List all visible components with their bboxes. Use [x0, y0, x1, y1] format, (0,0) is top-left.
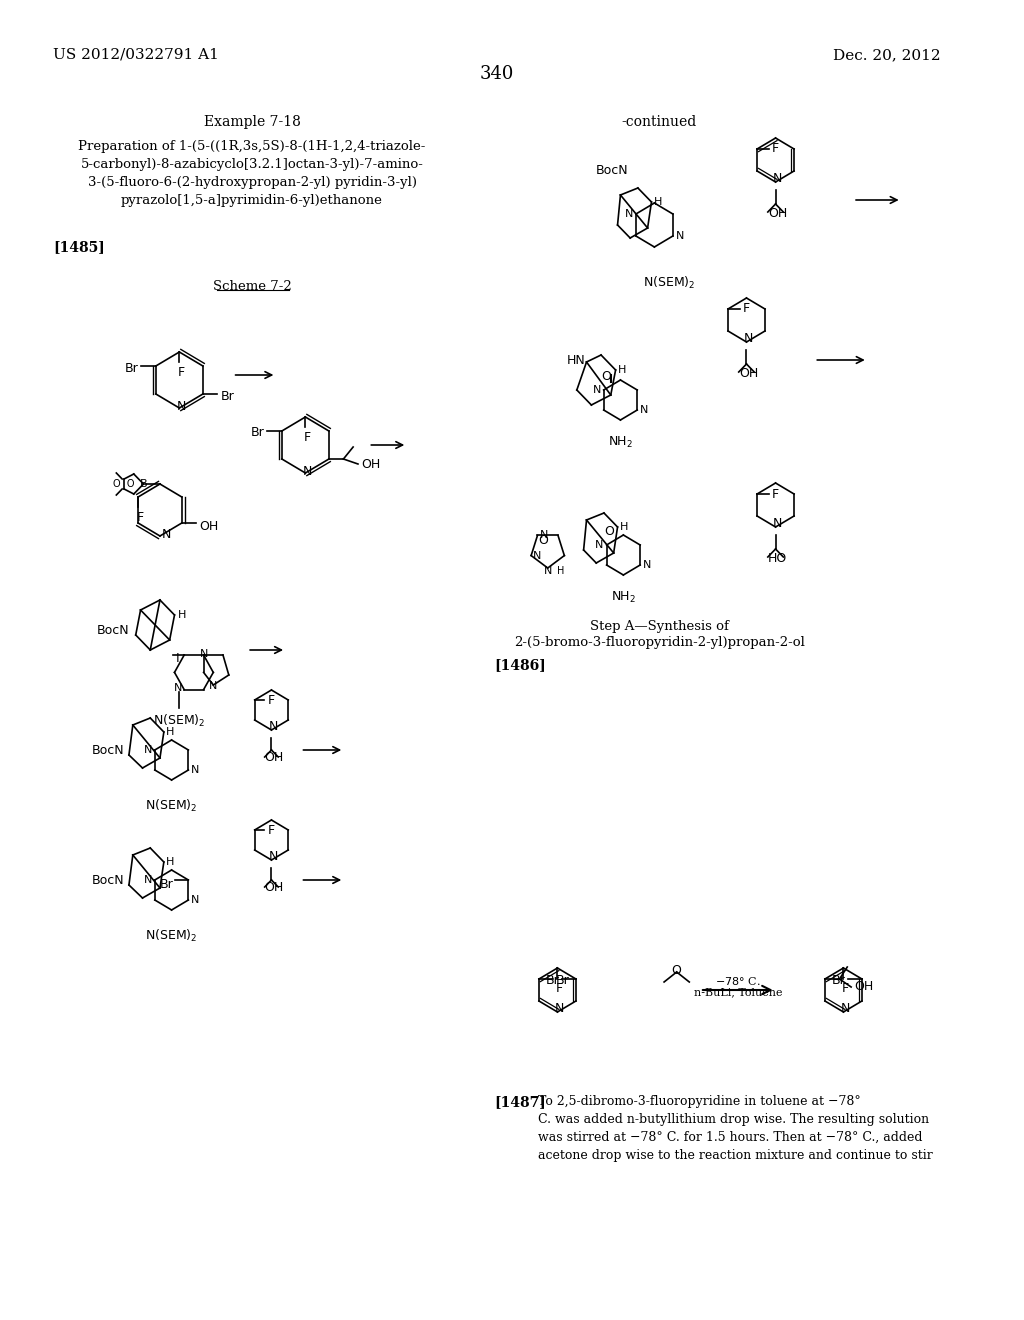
Text: N: N: [643, 560, 651, 570]
Text: N: N: [176, 400, 186, 413]
Text: N: N: [191, 895, 200, 906]
Text: Br: Br: [251, 426, 264, 440]
Text: H: H: [653, 197, 662, 207]
Text: F: F: [136, 511, 143, 524]
Text: N: N: [174, 682, 182, 693]
Text: HO: HO: [768, 552, 787, 565]
Text: N: N: [162, 528, 171, 541]
Text: OH: OH: [768, 207, 787, 220]
Text: BocN: BocN: [92, 874, 125, 887]
Text: N: N: [640, 405, 648, 414]
Text: N: N: [540, 531, 548, 540]
Text: [1487]: [1487]: [495, 1096, 546, 1109]
Text: N: N: [544, 566, 552, 576]
Text: N: N: [303, 465, 312, 478]
Text: O: O: [604, 525, 613, 539]
Text: I: I: [176, 652, 179, 664]
Text: Example 7-18: Example 7-18: [204, 115, 300, 129]
Text: Br: Br: [160, 879, 174, 891]
Text: F: F: [304, 432, 311, 444]
Text: N: N: [743, 333, 753, 345]
Text: OH: OH: [264, 751, 283, 764]
Text: O: O: [539, 533, 548, 546]
Text: H: H: [166, 727, 174, 737]
Text: n-BuLi, Toluene: n-BuLi, Toluene: [693, 987, 782, 997]
Text: N: N: [595, 540, 604, 550]
Text: N: N: [534, 550, 542, 561]
Text: F: F: [267, 824, 274, 837]
Text: Scheme 7-2: Scheme 7-2: [213, 280, 292, 293]
Text: F: F: [772, 143, 779, 156]
Text: N: N: [841, 1002, 850, 1015]
Text: HN: HN: [567, 354, 586, 367]
Text: N: N: [676, 231, 684, 242]
Text: B: B: [139, 479, 147, 488]
Text: NH$_2$: NH$_2$: [611, 590, 636, 605]
Text: OH: OH: [360, 458, 380, 470]
Text: [1485]: [1485]: [53, 240, 105, 253]
Text: F: F: [267, 693, 274, 706]
Text: N: N: [592, 385, 601, 395]
Text: Br: Br: [125, 362, 138, 375]
Text: F: F: [742, 302, 750, 315]
Text: Br: Br: [546, 974, 559, 987]
Text: OH: OH: [200, 520, 218, 532]
Text: N: N: [268, 719, 279, 733]
Text: N(SEM)$_2$: N(SEM)$_2$: [154, 713, 206, 729]
Text: F: F: [842, 982, 849, 995]
Text: N(SEM)$_2$: N(SEM)$_2$: [643, 275, 695, 292]
Text: Br: Br: [220, 389, 234, 403]
Text: O  O: O O: [114, 479, 135, 488]
Text: F: F: [178, 366, 185, 379]
Text: 340: 340: [479, 65, 514, 83]
Text: Preparation of 1-(5-((1R,3s,5S)-8-(1H-1,2,4-triazole-
5-carbonyl)-8-azabicyclo[3: Preparation of 1-(5-((1R,3s,5S)-8-(1H-1,…: [79, 140, 426, 207]
Text: $-78°$ C.: $-78°$ C.: [715, 975, 761, 987]
Text: N(SEM)$_2$: N(SEM)$_2$: [145, 928, 198, 944]
Text: Br: Br: [831, 974, 846, 987]
Text: N: N: [773, 517, 782, 531]
Text: N: N: [143, 875, 152, 884]
Text: N: N: [191, 766, 200, 775]
Text: BocN: BocN: [92, 743, 125, 756]
Text: N: N: [555, 1002, 564, 1015]
Text: Step A—Synthesis of: Step A—Synthesis of: [590, 620, 729, 634]
Text: US 2012/0322791 A1: US 2012/0322791 A1: [53, 48, 219, 62]
Text: N: N: [143, 744, 152, 755]
Text: BocN: BocN: [596, 164, 629, 177]
Text: -continued: -continued: [622, 115, 697, 129]
Text: 2-(5-bromo-3-fluoropyridin-2-yl)propan-2-ol: 2-(5-bromo-3-fluoropyridin-2-yl)propan-2…: [514, 636, 805, 649]
Text: BocN: BocN: [97, 623, 130, 636]
Text: N: N: [200, 649, 208, 659]
Text: N: N: [209, 681, 217, 690]
Text: F: F: [772, 487, 779, 500]
Text: To 2,5-dibromo-3-fluoropyridine in toluene at −78°
C. was added n-butyllithium d: To 2,5-dibromo-3-fluoropyridine in tolue…: [538, 1096, 933, 1162]
Text: [1486]: [1486]: [495, 657, 546, 672]
Text: O: O: [601, 370, 611, 383]
Text: NH$_2$: NH$_2$: [608, 436, 633, 450]
Text: OH: OH: [854, 981, 873, 994]
Text: H: H: [617, 366, 626, 375]
Text: H: H: [166, 857, 174, 867]
Text: Dec. 20, 2012: Dec. 20, 2012: [833, 48, 940, 62]
Text: N: N: [268, 850, 279, 863]
Text: N: N: [773, 172, 782, 185]
Text: OH: OH: [738, 367, 758, 380]
Text: Br: Br: [555, 974, 569, 987]
Text: H: H: [620, 521, 628, 532]
Text: O: O: [672, 964, 682, 977]
Text: H: H: [177, 610, 185, 620]
Text: N: N: [625, 209, 633, 219]
Text: OH: OH: [264, 880, 283, 894]
Text: N(SEM)$_2$: N(SEM)$_2$: [145, 799, 198, 814]
Text: H: H: [557, 566, 565, 576]
Text: F: F: [556, 982, 563, 995]
